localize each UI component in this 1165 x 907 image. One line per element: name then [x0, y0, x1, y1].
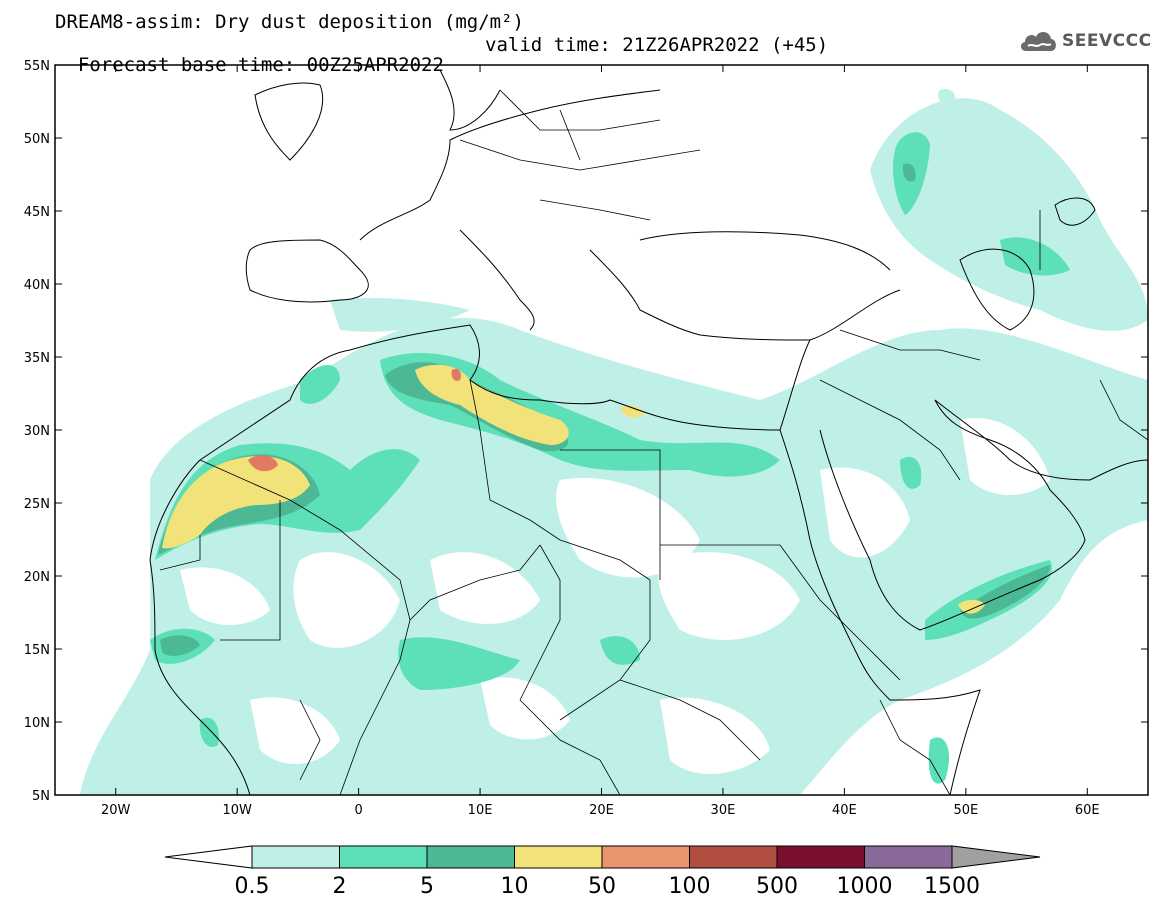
deposition-level-10 — [162, 364, 985, 614]
colorbar-level-label: 1000 — [837, 874, 893, 899]
lon-tick-label: 30E — [711, 803, 736, 818]
colorbar-labels: 0.5 2 5 10 50 100 500 1000 1500 — [235, 874, 981, 899]
colorbar-level-label: 50 — [588, 874, 616, 899]
coastlines — [149, 69, 1148, 795]
colorbar-level-label: 2 — [333, 874, 347, 899]
clear-areas — [55, 418, 1050, 774]
lon-tick-label: 20E — [589, 803, 614, 818]
colorbar-level-label: 1500 — [924, 874, 980, 899]
lon-tick-label: 50E — [953, 803, 978, 818]
longitude-axis: 20W 10W 0 10E 20E 30E 40E 50E 60E — [101, 65, 1100, 818]
lat-tick-label: 40N — [24, 278, 50, 293]
dust-field — [55, 69, 1148, 795]
cloud-icon — [1020, 31, 1056, 51]
country-borders — [159, 89, 1148, 795]
lat-tick-label: 45N — [24, 205, 50, 220]
deposition-level-50 — [248, 368, 461, 472]
lon-tick-label: 60E — [1075, 803, 1100, 818]
lat-tick-label: 20N — [24, 570, 50, 585]
colorbar-level-label: 500 — [756, 874, 798, 899]
lat-tick-label: 30N — [24, 424, 50, 439]
colorbar-level-label: 0.5 — [235, 874, 270, 899]
latitude-axis: 55N 50N 45N 40N 35N 30N 25N 20N 15N 10N 5N — [24, 59, 1148, 804]
lat-tick-label: 5N — [32, 789, 50, 804]
dust-deposition-map: 20W 10W 0 10E 20E 30E 40E 50E 60E 55N 50N 45N 40N 35… — [24, 59, 1149, 818]
lat-tick-label: 55N — [24, 59, 50, 74]
lat-tick-label: 50N — [24, 132, 50, 147]
lat-tick-label: 10N — [24, 716, 50, 731]
map-title: DREAM8-assim: Dry dust deposition (mg/m²… — [55, 11, 524, 33]
valid-time-label: valid time: 21Z26APR2022 (+45) — [485, 34, 829, 56]
logo-text: SEEVCCC — [1062, 31, 1152, 51]
lon-tick-label: 40E — [832, 803, 857, 818]
colorbar-level-label: 10 — [501, 874, 529, 899]
lon-tick-label: 10E — [468, 803, 493, 818]
lon-tick-label: 20W — [101, 803, 131, 818]
seevccc-logo: SEEVCCC — [1018, 27, 1152, 55]
lat-tick-label: 15N — [24, 643, 50, 658]
colorbar-level-label: 100 — [669, 874, 711, 899]
lon-tick-label: 10W — [222, 803, 252, 818]
lat-tick-label: 25N — [24, 497, 50, 512]
lon-tick-label: 0 — [354, 803, 362, 818]
colorbar-level-label: 5 — [420, 874, 434, 899]
lat-tick-label: 35N — [24, 351, 50, 366]
